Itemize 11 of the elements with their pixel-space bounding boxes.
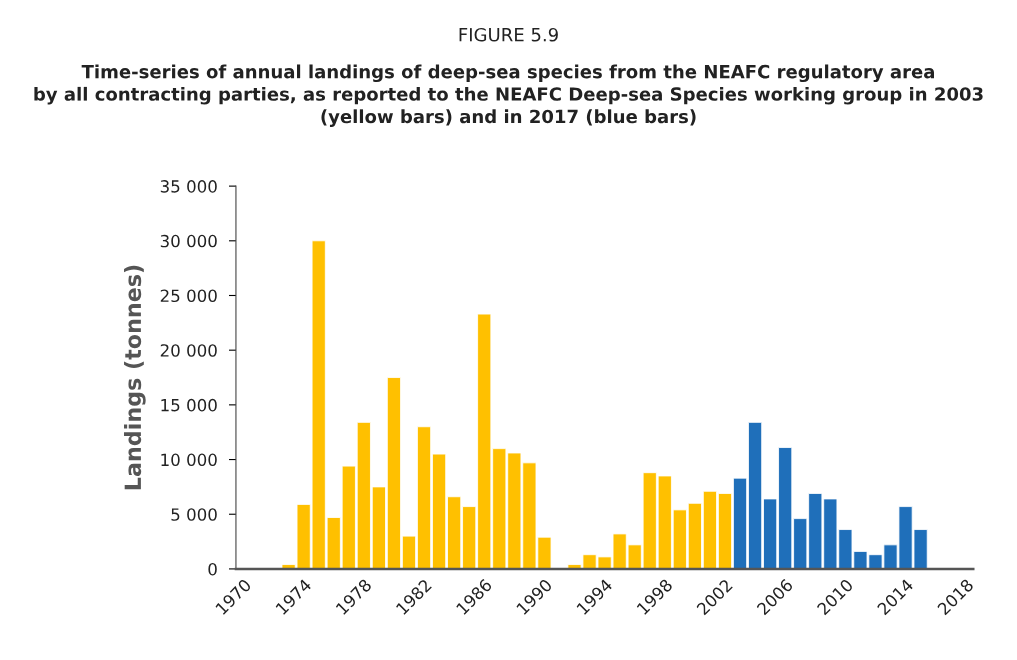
- chart-subtitle: Time-series of annual landings of deep-sea species from the NEAFC regulatory area by all contracting parties, as reported to the NEAFC Deep-sea Species working group in 2003 (yellow bars) and in 2017 (blue bars): [34, 64, 983, 127]
- y-tick-label: 35 000: [160, 180, 217, 193]
- y-tick-label: 25 000: [160, 289, 217, 303]
- y-tick-label: 0: [208, 562, 217, 576]
- y-tick-label: 15 000: [161, 398, 217, 412]
- y-axis-title: Landings (tonnes): [124, 265, 146, 490]
- y-tick-label: 10 000: [161, 453, 217, 467]
- y-tick-label: 30 000: [160, 234, 217, 248]
- y-tick-label: 20 000: [160, 344, 217, 357]
- chart-title: FIGURE 5.9: [459, 27, 558, 42]
- y-tick-label: 5 000: [171, 508, 217, 521]
